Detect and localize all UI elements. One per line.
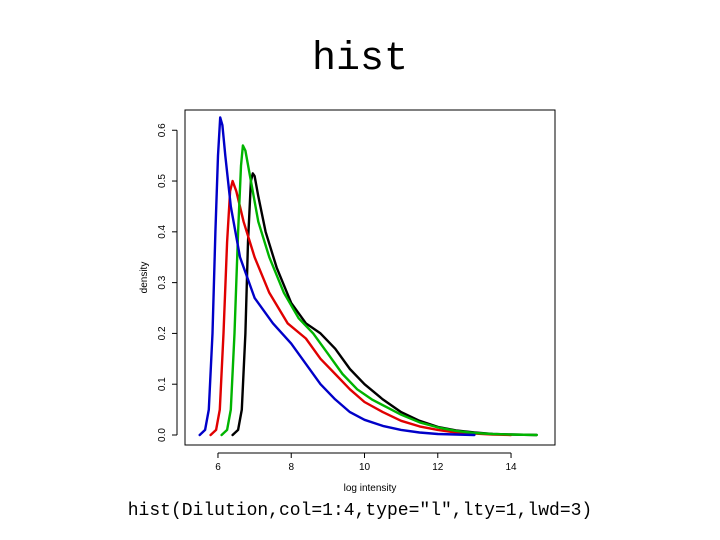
density-chart: 6 8 10 12 14 0.0 0.1 0.2 0.3 0.4 0.5 0.6 log inten… — [130, 105, 570, 505]
y-tick-label: 0.6 — [157, 123, 168, 137]
x-tick-label: 8 — [288, 462, 294, 473]
x-axis: 6 8 10 12 14 — [215, 452, 517, 473]
y-tick-label: 0.3 — [157, 275, 168, 289]
x-tick-label: 14 — [505, 462, 517, 473]
density-line-3 — [220, 144, 538, 437]
slide-title: hist — [311, 37, 408, 82]
y-axis-label: density — [139, 262, 150, 294]
x-tick-label: 12 — [432, 462, 444, 473]
density-line-4 — [198, 116, 476, 437]
series-layer — [198, 116, 538, 437]
y-axis: 0.0 0.1 0.2 0.3 0.4 0.5 0.6 — [157, 123, 178, 442]
y-tick-label: 0.4 — [157, 224, 168, 238]
y-tick-label: 0.1 — [157, 377, 168, 391]
x-tick-label: 10 — [359, 462, 371, 473]
plot-frame — [184, 109, 556, 446]
x-tick-label: 6 — [215, 462, 221, 473]
density-line-1 — [231, 172, 538, 437]
y-tick-label: 0.0 — [157, 428, 168, 442]
y-tick-label: 0.2 — [157, 326, 168, 340]
y-tick-label: 0.5 — [157, 174, 168, 188]
x-axis-label: log intensity — [344, 483, 397, 494]
code-caption: hist(Dilution,col=1:4,type="l",lty=1,lwd… — [127, 501, 593, 521]
density-chart-svg: 6 8 10 12 14 0.0 0.1 0.2 0.3 0.4 0.5 0.6 log inten… — [139, 109, 556, 494]
density-line-2 — [209, 179, 513, 437]
